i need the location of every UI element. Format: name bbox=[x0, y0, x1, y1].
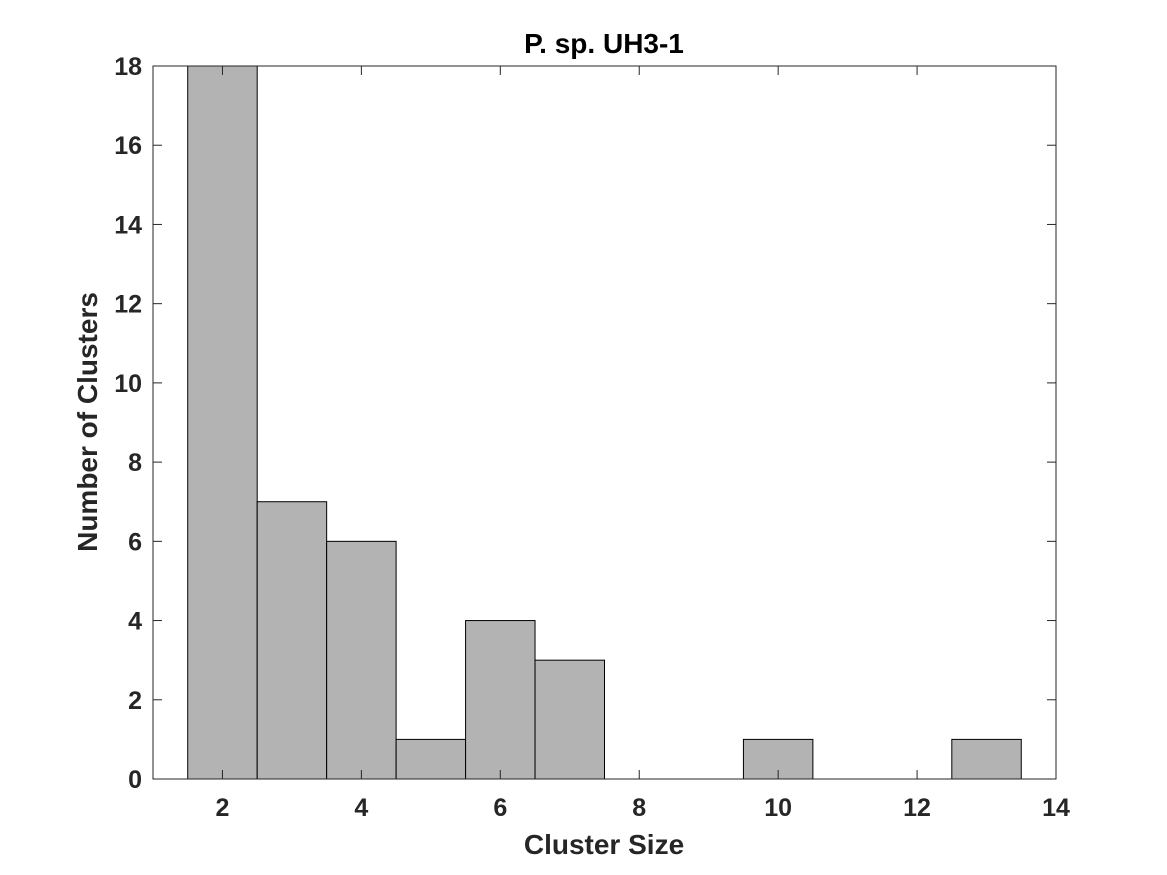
y-tick-label-18: 18 bbox=[114, 53, 142, 81]
y-tick-label-4: 4 bbox=[128, 608, 142, 636]
y-tick-label-12: 12 bbox=[114, 291, 142, 319]
x-tick-label-10: 10 bbox=[764, 794, 792, 822]
y-tick-label-14: 14 bbox=[114, 211, 142, 239]
x-tick-label-12: 12 bbox=[903, 794, 931, 822]
x-tick-label-14: 14 bbox=[1042, 794, 1070, 822]
y-tick-label-2: 2 bbox=[128, 687, 142, 715]
y-axis-title: Number of Clusters bbox=[72, 292, 103, 552]
y-tick-label-16: 16 bbox=[114, 132, 142, 160]
bar-size-5 bbox=[395, 738, 467, 780]
bar-size-4 bbox=[326, 540, 397, 780]
y-tick-label-10: 10 bbox=[114, 370, 142, 398]
x-tick-label-8: 8 bbox=[632, 794, 646, 822]
chart-title: P. sp. UH3-1 bbox=[524, 28, 684, 59]
x-tick-label-2: 2 bbox=[216, 794, 230, 822]
bar-size-3 bbox=[256, 501, 328, 780]
bars-group bbox=[187, 65, 1022, 780]
plot-area-frame bbox=[152, 65, 1057, 780]
bar-size-13 bbox=[951, 738, 1022, 780]
x-tick-label-6: 6 bbox=[493, 794, 507, 822]
bar-size-7 bbox=[534, 659, 605, 780]
y-tick-label-6: 6 bbox=[128, 528, 142, 556]
y-tick-label-8: 8 bbox=[128, 449, 142, 477]
bar-size-6 bbox=[465, 620, 536, 780]
x-axis-title: Cluster Size bbox=[524, 829, 684, 860]
tick-labels-group: 2 4 6 8 10 12 14 0 2 4 6 8 10 12 14 16 18 bbox=[114, 53, 1070, 822]
x-tick-label-4: 4 bbox=[354, 794, 368, 822]
y-tick-label-0: 0 bbox=[128, 766, 142, 794]
bar-size-2 bbox=[187, 65, 258, 780]
